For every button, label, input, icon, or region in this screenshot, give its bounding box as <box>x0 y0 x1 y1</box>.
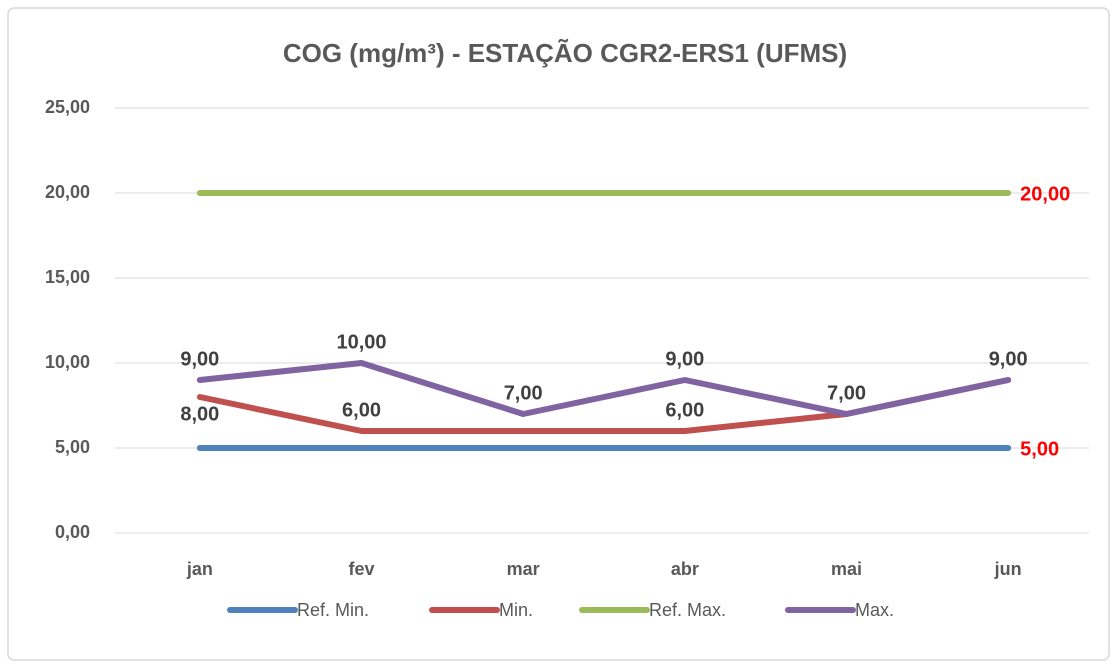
legend-label: Max. <box>855 600 894 620</box>
y-tick-label: 10,00 <box>45 352 90 372</box>
data-label: 9,00 <box>989 348 1028 370</box>
x-tick-label: jan <box>186 559 213 579</box>
chart-title: COG (mg/m³) - ESTAÇÃO CGR2-ERS1 (UFMS) <box>283 38 847 68</box>
data-label: 6,00 <box>342 399 381 421</box>
data-label: 7,00 <box>504 382 543 404</box>
x-tick-label: fev <box>348 559 374 579</box>
legend-label: Ref. Min. <box>297 600 369 620</box>
x-tick-label: mai <box>831 559 862 579</box>
y-tick-label: 15,00 <box>45 267 90 287</box>
x-tick-label: jun <box>994 559 1022 579</box>
y-tick-label: 0,00 <box>55 522 90 542</box>
data-label: 6,00 <box>665 399 704 421</box>
x-tick-label: abr <box>671 559 699 579</box>
legend-label: Ref. Max. <box>649 600 726 620</box>
data-label: 8,00 <box>180 403 219 425</box>
data-label: 7,00 <box>827 382 866 404</box>
series-line <box>196 360 1012 417</box>
legend-label: Min. <box>499 600 533 620</box>
data-label: 9,00 <box>665 348 704 370</box>
chart-border <box>7 7 1110 661</box>
y-tick-label: 20,00 <box>45 182 90 202</box>
x-tick-label: mar <box>507 559 540 579</box>
data-label: 10,00 <box>336 331 386 353</box>
data-label: 5,00 <box>1020 438 1059 460</box>
y-tick-label: 5,00 <box>55 437 90 457</box>
data-label: 20,00 <box>1020 183 1070 205</box>
data-label: 9,00 <box>180 348 219 370</box>
y-tick-label: 25,00 <box>45 97 90 117</box>
